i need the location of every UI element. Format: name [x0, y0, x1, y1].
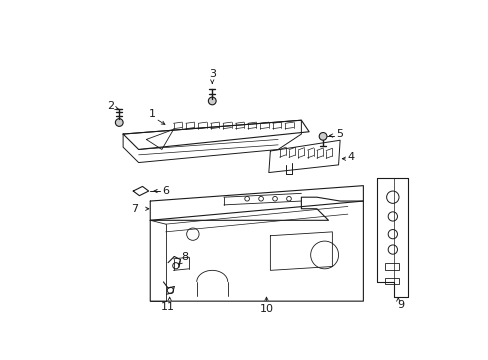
Text: 5: 5 — [336, 129, 343, 139]
Text: 4: 4 — [346, 152, 354, 162]
Text: 1: 1 — [149, 109, 156, 119]
Text: 8: 8 — [181, 252, 188, 262]
Circle shape — [208, 97, 216, 105]
Text: 6: 6 — [162, 186, 169, 196]
Text: 7: 7 — [131, 204, 138, 214]
Bar — [384, 263, 398, 270]
Text: 2: 2 — [107, 101, 114, 111]
Circle shape — [319, 132, 326, 140]
Bar — [384, 278, 398, 284]
Text: 9: 9 — [396, 300, 403, 310]
Text: 3: 3 — [208, 69, 215, 79]
Circle shape — [115, 119, 123, 126]
Text: 11: 11 — [161, 302, 175, 311]
Text: 10: 10 — [259, 304, 273, 314]
